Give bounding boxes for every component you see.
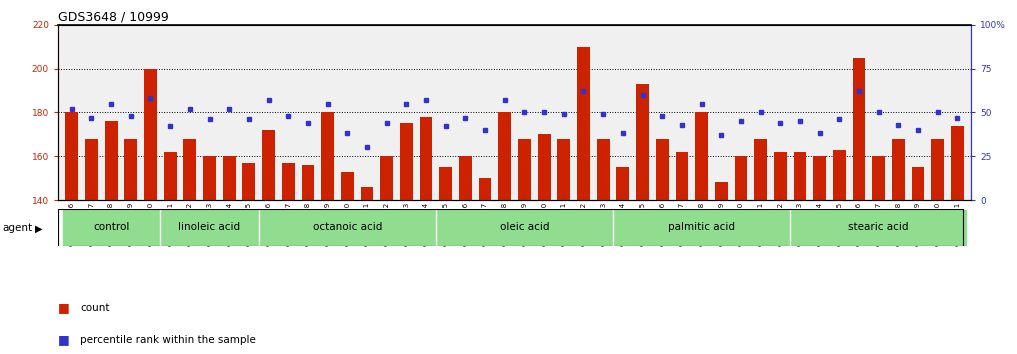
Bar <box>144 69 157 200</box>
Bar <box>361 187 373 200</box>
Bar <box>85 139 98 200</box>
Bar <box>161 209 258 246</box>
Bar <box>793 152 806 200</box>
Bar <box>105 121 118 200</box>
Text: ■: ■ <box>58 333 70 346</box>
Bar <box>951 126 964 200</box>
Bar <box>498 113 512 200</box>
Text: percentile rank within the sample: percentile rank within the sample <box>80 335 256 345</box>
Bar <box>282 163 295 200</box>
Bar <box>892 139 905 200</box>
Bar <box>223 156 236 200</box>
Text: palmitic acid: palmitic acid <box>668 222 735 233</box>
Bar <box>597 139 609 200</box>
Text: stearic acid: stearic acid <box>848 222 909 233</box>
Bar <box>675 152 689 200</box>
Bar <box>164 152 177 200</box>
Text: oleic acid: oleic acid <box>499 222 549 233</box>
Bar <box>262 130 275 200</box>
Bar <box>613 209 790 246</box>
Bar <box>833 150 846 200</box>
Bar <box>400 123 413 200</box>
Bar <box>696 113 708 200</box>
Bar <box>616 167 630 200</box>
Bar <box>420 117 432 200</box>
Text: control: control <box>93 222 129 233</box>
Bar <box>459 156 472 200</box>
Bar <box>755 139 767 200</box>
Bar <box>637 84 649 200</box>
Bar <box>790 209 967 246</box>
Bar <box>65 113 78 200</box>
Bar <box>124 139 137 200</box>
Bar <box>656 139 668 200</box>
Bar <box>183 139 196 200</box>
Text: ▶: ▶ <box>35 223 42 233</box>
Bar <box>734 156 747 200</box>
Bar <box>557 139 571 200</box>
Bar <box>436 209 613 246</box>
Bar <box>911 167 924 200</box>
Bar <box>852 58 865 200</box>
Bar <box>380 156 393 200</box>
Bar <box>577 47 590 200</box>
Text: agent: agent <box>2 223 33 233</box>
Text: count: count <box>80 303 110 313</box>
Bar <box>873 156 885 200</box>
Bar <box>321 113 334 200</box>
Text: linoleic acid: linoleic acid <box>178 222 241 233</box>
Bar <box>341 172 354 200</box>
Text: octanoic acid: octanoic acid <box>312 222 382 233</box>
Bar <box>538 134 550 200</box>
Bar <box>301 165 314 200</box>
Bar <box>62 209 161 246</box>
Text: ■: ■ <box>58 302 70 314</box>
Bar <box>242 163 255 200</box>
Bar <box>814 156 826 200</box>
Bar <box>258 209 436 246</box>
Bar <box>715 183 728 200</box>
Bar <box>479 178 491 200</box>
Bar <box>932 139 944 200</box>
Bar <box>203 156 216 200</box>
Bar <box>774 152 787 200</box>
Bar <box>518 139 531 200</box>
Bar <box>439 167 453 200</box>
Text: GDS3648 / 10999: GDS3648 / 10999 <box>58 11 169 24</box>
